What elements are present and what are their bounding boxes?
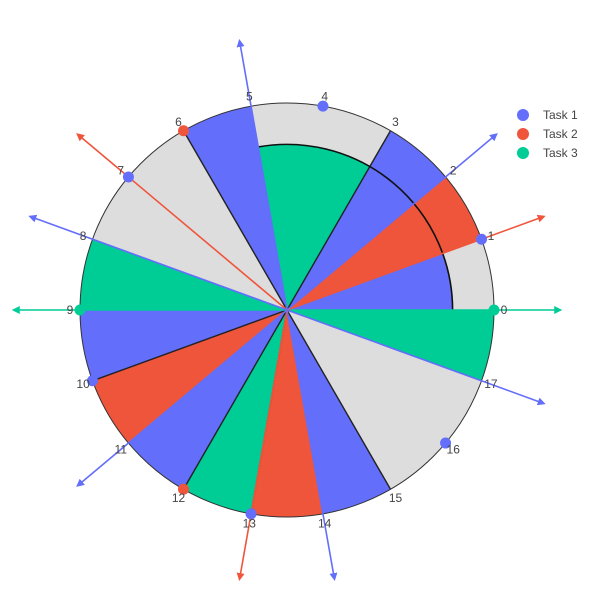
- legend-swatch-task-2: [517, 128, 529, 140]
- marker-task-1-1: [476, 233, 488, 245]
- slice-task-3-9: [183, 310, 287, 514]
- arrow-task-1-8: [28, 214, 288, 311]
- arrow-task-1-11: [76, 309, 288, 487]
- sector-divider: [182, 130, 288, 311]
- marker-task-2-12: [178, 483, 189, 495]
- arrow-task-1-14: [286, 309, 338, 582]
- tick-label-2: 2: [450, 164, 457, 178]
- tick-label-9: 9: [67, 303, 74, 317]
- tick-label-4: 4: [321, 89, 328, 103]
- tick-label-11: 11: [115, 442, 128, 456]
- slice-layer: [80, 103, 494, 517]
- marker-task-3-0: [488, 304, 500, 316]
- slice-task-3-5: [80, 239, 287, 310]
- slice-task-1-11: [287, 310, 391, 514]
- marker-layer: [74, 100, 500, 520]
- arrow-task-1-5: [236, 38, 288, 311]
- marker-task-2-6: [178, 125, 189, 137]
- slice-task-1-8: [128, 310, 287, 490]
- arrow-task-2-1: [286, 214, 546, 311]
- tick-label-14: 14: [318, 517, 332, 531]
- legend: Task 1 Task 2 Task 3: [517, 108, 578, 160]
- sector-divider: [286, 130, 392, 311]
- marker-task-1-13: [245, 508, 257, 520]
- slice-task-2-10: [251, 310, 323, 517]
- arrow-task-1-17: [286, 309, 546, 406]
- marker-task-1-4: [317, 100, 329, 112]
- marker-task-3-9: [74, 304, 86, 316]
- legend-swatch-task-3: [517, 147, 529, 159]
- legend-label-task-3: Task 3: [543, 146, 578, 160]
- sector-divider: [92, 309, 288, 382]
- slice-task-2-13: [287, 176, 482, 310]
- arrow-task-1-2: [286, 133, 498, 311]
- slice-task-1-6: [80, 310, 287, 381]
- sector-divider: [286, 309, 392, 490]
- sector-divider: [182, 309, 288, 490]
- arrow-task-2-7: [76, 133, 288, 311]
- marker-task-1-16: [440, 437, 452, 449]
- arrow-task-2-13: [236, 309, 288, 582]
- marker-task-1-10: [86, 375, 98, 387]
- tick-label-1: 1: [488, 229, 495, 243]
- slice-task-2-7: [92, 310, 287, 444]
- tick-label-5: 5: [246, 89, 253, 103]
- tick-label-16: 16: [447, 442, 461, 456]
- marker-task-1-7: [122, 171, 134, 183]
- tick-label-15: 15: [389, 491, 403, 505]
- slice-task-1-4: [183, 106, 287, 310]
- slice-task-1-14: [287, 130, 446, 310]
- legend-swatch-task-1: [517, 109, 529, 121]
- tick-label-12: 12: [172, 491, 186, 505]
- slice-task-3-12: [287, 310, 494, 381]
- tick-label-6: 6: [175, 115, 182, 129]
- tick-label-13: 13: [243, 517, 257, 531]
- legend-label-task-1: Task 1: [543, 108, 578, 122]
- tick-label-8: 8: [80, 229, 87, 243]
- tick-label-17: 17: [484, 377, 498, 391]
- tick-label-0: 0: [501, 303, 508, 317]
- tick-label-7: 7: [117, 164, 124, 178]
- tick-label-10: 10: [76, 377, 90, 391]
- arrow-layer: [11, 38, 563, 582]
- inner-arc: [258, 143, 454, 311]
- tick-label-3: 3: [392, 115, 399, 129]
- inner-arc-layer: [258, 143, 454, 311]
- legend-label-task-2: Task 2: [543, 127, 578, 141]
